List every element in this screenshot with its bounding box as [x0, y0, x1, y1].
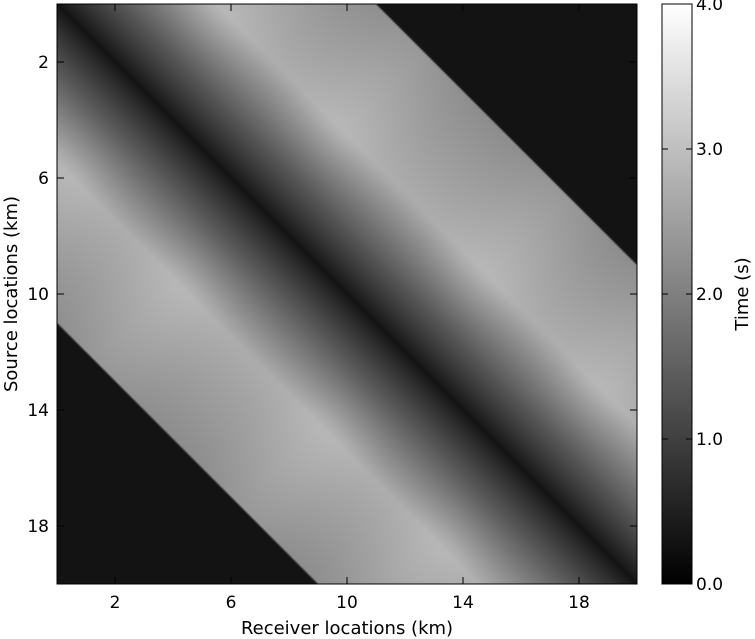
- x-axis-label: Receiver locations (km): [241, 618, 453, 639]
- x-tick-label: 2: [110, 593, 121, 613]
- x-axis-ticks: 2 6 10 14 18: [110, 4, 590, 613]
- colorbar-tick-label: 3.0: [696, 140, 723, 160]
- y-tick-label: 6: [38, 169, 49, 189]
- y-tick-label: 10: [27, 285, 49, 305]
- x-tick-label: 6: [226, 593, 237, 613]
- y-tick-label: 14: [27, 401, 49, 421]
- colorbar-tick-label: 4.0: [696, 0, 723, 15]
- colorbar-tick-label: 0.0: [696, 575, 723, 595]
- x-tick-label: 14: [452, 593, 474, 613]
- x-tick-label: 10: [336, 593, 358, 613]
- heatmap-panel: 2 6 10 14 18 2 6 10 14 18 Receiver locations (km…: [1, 3, 638, 639]
- x-tick-label: 18: [568, 593, 590, 613]
- colorbar-label: Time (s): [732, 257, 753, 331]
- heatmap-image: [57, 4, 637, 584]
- y-tick-label: 2: [38, 53, 49, 73]
- colorbar: 0.0 1.0 2.0 3.0 4.0 Time (s): [661, 0, 753, 595]
- colorbar-tick-label: 1.0: [696, 430, 723, 450]
- y-axis-label: Source locations (km): [1, 196, 22, 392]
- y-tick-label: 18: [27, 517, 49, 537]
- y-axis-ticks: 2 6 10 14 18: [27, 53, 637, 537]
- colorbar-tick-label: 2.0: [696, 285, 723, 305]
- colorbar-ticks: 0.0 1.0 2.0 3.0 4.0: [662, 0, 723, 595]
